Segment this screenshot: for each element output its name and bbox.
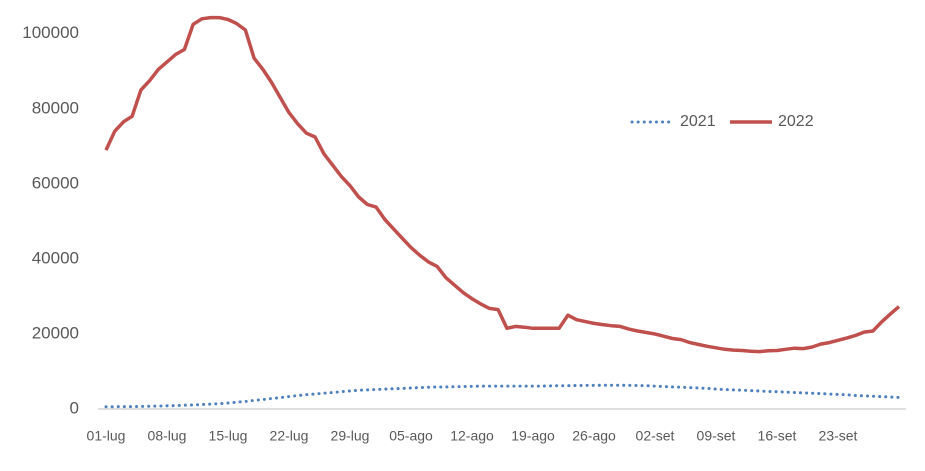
x-tick-label: 29-lug: [331, 428, 370, 444]
series-line: [104, 15, 901, 354]
x-tick-label: 09-set: [697, 428, 736, 444]
x-tick-label: 01-lug: [87, 428, 126, 444]
y-tick-label: 0: [70, 398, 79, 417]
x-tick-label: 05-ago: [389, 428, 433, 444]
y-tick-label: 60000: [32, 173, 79, 192]
y-tick-label: 80000: [32, 98, 79, 117]
x-tick-label: 19-ago: [511, 428, 555, 444]
x-tick-label: 23-set: [819, 428, 858, 444]
x-tick-label: 15-lug: [209, 428, 248, 444]
x-tick-label: 22-lug: [270, 428, 309, 444]
x-tick-label: 02-set: [636, 428, 675, 444]
x-tick-label: 16-set: [758, 428, 797, 444]
legend-label: 2022: [778, 113, 814, 130]
y-tick-label: 40000: [32, 248, 79, 267]
series-line: [104, 383, 901, 409]
legend-label: 2021: [680, 113, 716, 130]
x-tick-label: 08-lug: [148, 428, 187, 444]
y-tick-label: 20000: [32, 323, 79, 342]
x-tick-label: 26-ago: [572, 428, 616, 444]
y-tick-label: 100000: [22, 23, 79, 42]
x-tick-label: 12-ago: [450, 428, 494, 444]
